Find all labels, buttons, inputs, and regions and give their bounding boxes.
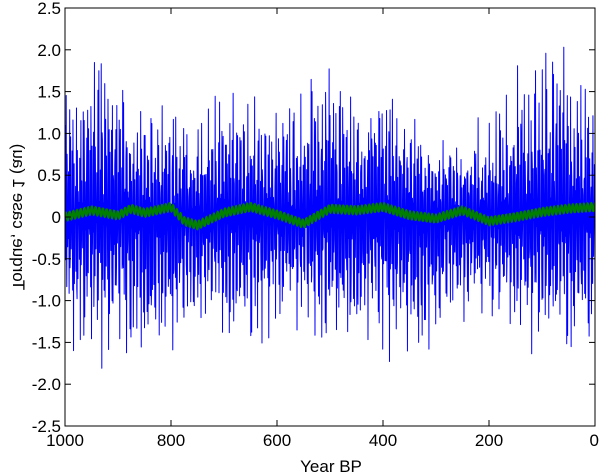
x-tick-label: 1000 [46,431,84,450]
y-tick-label: 0.5 [37,166,61,185]
y-tick-label: 2.5 [37,0,61,18]
y-axis: 2.5 2.0 1.5 1.0 0.5 0 -0.5 -1.0 -1.5 -2.0 -2.5 [32,0,595,436]
series-2-line [65,201,595,231]
y-tick-label: 2.0 [37,41,61,60]
y-tick-label: 0 [52,208,61,227]
x-tick-label: 600 [263,431,291,450]
x-axis-title: Year BP [300,457,362,475]
x-tick-label: 800 [157,431,185,450]
y-tick-label: -2.5 [32,417,61,436]
plot-area [65,46,595,369]
x-tick-label: 0 [590,431,599,450]
y-tick-label: 1.0 [37,124,61,143]
y-axis-title: Torque, case 1 (au) [9,144,28,290]
x-axis: 1000 800 600 400 200 0 [46,8,599,450]
y-tick-label: -1.5 [32,333,61,352]
y-tick-label: -1.0 [32,292,61,311]
y-tick-label: -0.5 [32,250,61,269]
x-tick-label: 200 [475,431,503,450]
y-tick-label: -2.0 [32,375,61,394]
x-tick-label: 400 [369,431,397,450]
y-tick-label: 1.5 [37,83,61,102]
